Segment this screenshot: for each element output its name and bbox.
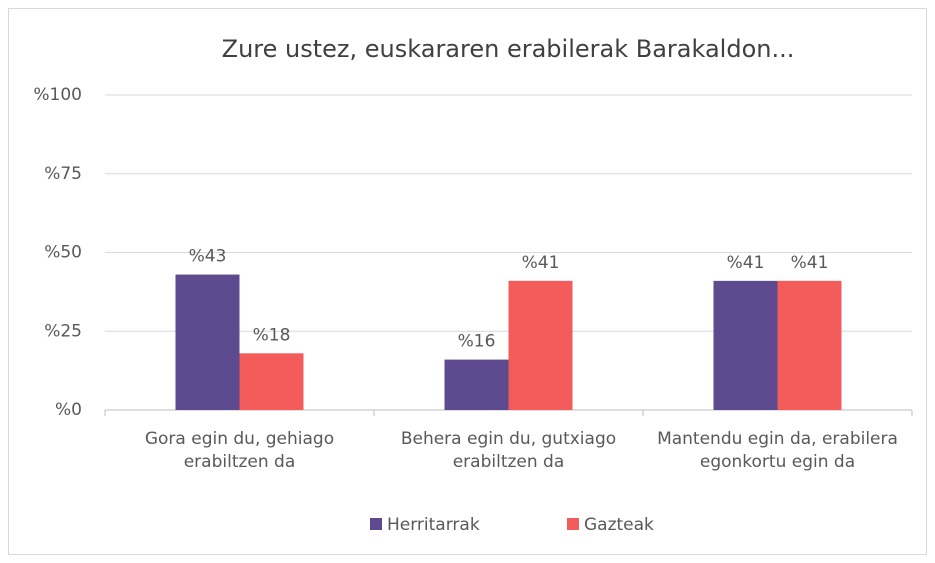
x-tick-label: Gora egin du, gehiago erabiltzen da <box>144 429 335 472</box>
data-label: %41 <box>522 253 560 273</box>
y-tick-label: %100 <box>33 85 82 105</box>
data-label: %18 <box>253 325 291 345</box>
bar <box>175 274 240 410</box>
bar <box>239 353 304 410</box>
legend-label: Herritarrak <box>387 515 480 535</box>
y-tick-label: %75 <box>44 164 82 184</box>
bar <box>508 280 573 410</box>
bar <box>777 280 842 410</box>
y-tick-label: %0 <box>55 400 82 420</box>
data-label: %41 <box>791 253 829 273</box>
x-tick-label: Behera egin du, gutxiago erabiltzen da <box>400 429 617 472</box>
chart-title: Zure ustez, euskararen erabilerak Baraka… <box>222 35 795 63</box>
bar <box>444 359 509 410</box>
y-tick-label: %25 <box>44 321 82 341</box>
legend-swatch <box>567 518 579 530</box>
y-tick-label: %50 <box>44 243 82 263</box>
data-label: %16 <box>458 332 496 352</box>
x-tick-label: Mantendu egin da, erabilera egonkortu eg… <box>657 429 898 472</box>
legend-label: Gazteak <box>584 515 654 535</box>
data-label: %41 <box>727 253 765 273</box>
data-label: %43 <box>189 247 227 267</box>
bar <box>713 280 778 410</box>
legend-swatch <box>370 518 382 530</box>
